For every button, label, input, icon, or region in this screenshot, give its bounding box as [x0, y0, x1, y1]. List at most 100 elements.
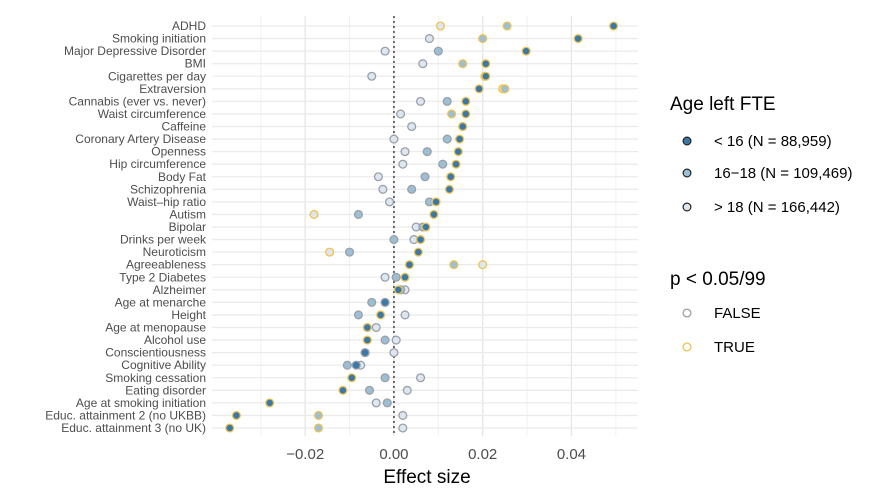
legend-outline-label: FALSE — [714, 305, 761, 322]
data-point — [444, 184, 454, 194]
data-point — [391, 272, 401, 282]
x-tick-label: 0.00 — [379, 446, 408, 463]
data-point — [342, 360, 352, 370]
legend-fill-items: < 16 (N = 88,959) 16−18 (N = 109,469) > 18… — [682, 133, 852, 216]
data-point — [338, 385, 348, 395]
data-point — [309, 209, 319, 219]
data-point — [351, 360, 361, 370]
data-point — [367, 297, 377, 307]
data-point — [438, 159, 448, 169]
data-point — [421, 222, 431, 232]
data-point — [362, 322, 372, 333]
data-point — [461, 96, 471, 106]
legend-outline-swatch — [682, 308, 692, 318]
data-point — [380, 46, 390, 56]
y-tick-label: Neuroticism — [143, 245, 206, 259]
data-point — [384, 197, 395, 207]
legend-fill-swatch — [682, 136, 692, 146]
data-point — [353, 209, 363, 219]
data-point — [573, 34, 583, 44]
legend-fill-swatch — [682, 202, 692, 212]
data-point — [413, 247, 423, 257]
data-point — [313, 410, 324, 420]
data-point — [362, 335, 372, 345]
data-point — [458, 59, 468, 69]
data-point — [398, 423, 408, 433]
y-tick-label: Cannabis (ever vs. never) — [69, 94, 206, 108]
y-tick-label: Cigarettes per day — [108, 69, 206, 83]
data-point — [481, 71, 491, 81]
legend-fill-swatch — [682, 168, 692, 178]
data-point — [442, 134, 452, 144]
y-tick-label: Waist–hip ratio — [127, 195, 206, 209]
data-point — [502, 21, 512, 31]
x-tick-label: 0.02 — [468, 446, 497, 463]
x-axis-label: Effect size — [383, 467, 470, 488]
y-tick-label: Autism — [169, 207, 206, 221]
y-tick-label: Age at menopause — [105, 321, 206, 335]
y-tick-label: Drinks per week — [120, 233, 207, 247]
y-tick-label: Alcohol use — [144, 333, 206, 347]
data-point — [380, 297, 390, 307]
data-point — [449, 260, 459, 270]
data-point — [416, 96, 426, 106]
data-point — [225, 423, 235, 433]
legend-outline-label: TRUE — [714, 339, 755, 356]
data-point — [380, 272, 390, 282]
y-tick-label: Major Depressive Disorder — [64, 44, 206, 58]
data-point — [398, 159, 408, 169]
data-point — [446, 172, 456, 182]
data-point — [461, 109, 471, 119]
data-point — [500, 84, 510, 94]
data-point — [389, 134, 399, 144]
y-tick-label: Smoking initiation — [112, 32, 206, 46]
data-point — [373, 172, 383, 182]
data-point — [371, 398, 381, 408]
y-tick-label: Type 2 Diabetes — [119, 270, 206, 284]
data-point — [424, 34, 434, 44]
x-tick-label: −0.02 — [286, 446, 324, 463]
data-point — [521, 46, 531, 56]
y-tick-label: Agreeableness — [126, 258, 206, 272]
y-tick-label: Cognitive Ability — [121, 358, 206, 372]
data-point — [474, 84, 484, 94]
data-point — [400, 147, 410, 157]
y-tick-label: Educ. attainment 2 (no UKBB) — [45, 408, 206, 422]
data-point — [313, 423, 324, 433]
data-point — [364, 385, 375, 395]
data-point — [393, 285, 403, 295]
data-point — [265, 398, 275, 408]
x-tick-label: 0.04 — [557, 446, 586, 463]
data-point — [325, 247, 335, 257]
data-point — [431, 197, 441, 207]
y-tick-label: Coronary Artery Disease — [75, 132, 206, 146]
y-tick-label: Educ. attainment 3 (no UK) — [61, 421, 206, 435]
data-point — [478, 260, 488, 270]
data-point — [389, 235, 399, 245]
y-tick-label: Smoking cessation — [105, 371, 206, 385]
data-point — [360, 348, 370, 358]
y-tick-label: Extraversion — [139, 82, 206, 96]
data-point — [447, 109, 457, 119]
data-point — [429, 209, 439, 219]
y-tick-label: Bipolar — [169, 220, 206, 234]
data-point — [416, 235, 426, 245]
legend-fill-label: 16−18 (N = 109,469) — [714, 165, 852, 182]
data-point — [396, 109, 406, 119]
data-point — [422, 147, 432, 157]
data-point — [418, 59, 428, 69]
y-tick-label: Openness — [151, 145, 206, 159]
data-point — [382, 398, 392, 408]
data-point — [609, 21, 619, 31]
legend-outline-swatch — [682, 342, 692, 352]
data-point — [353, 310, 363, 320]
data-point — [376, 310, 386, 320]
data-point — [231, 410, 241, 420]
data-point — [367, 71, 377, 81]
y-tick-label: Body Fat — [158, 170, 207, 184]
data-point — [453, 147, 463, 157]
data-point — [398, 410, 408, 420]
y-tick-label: Eating disorder — [125, 383, 206, 397]
